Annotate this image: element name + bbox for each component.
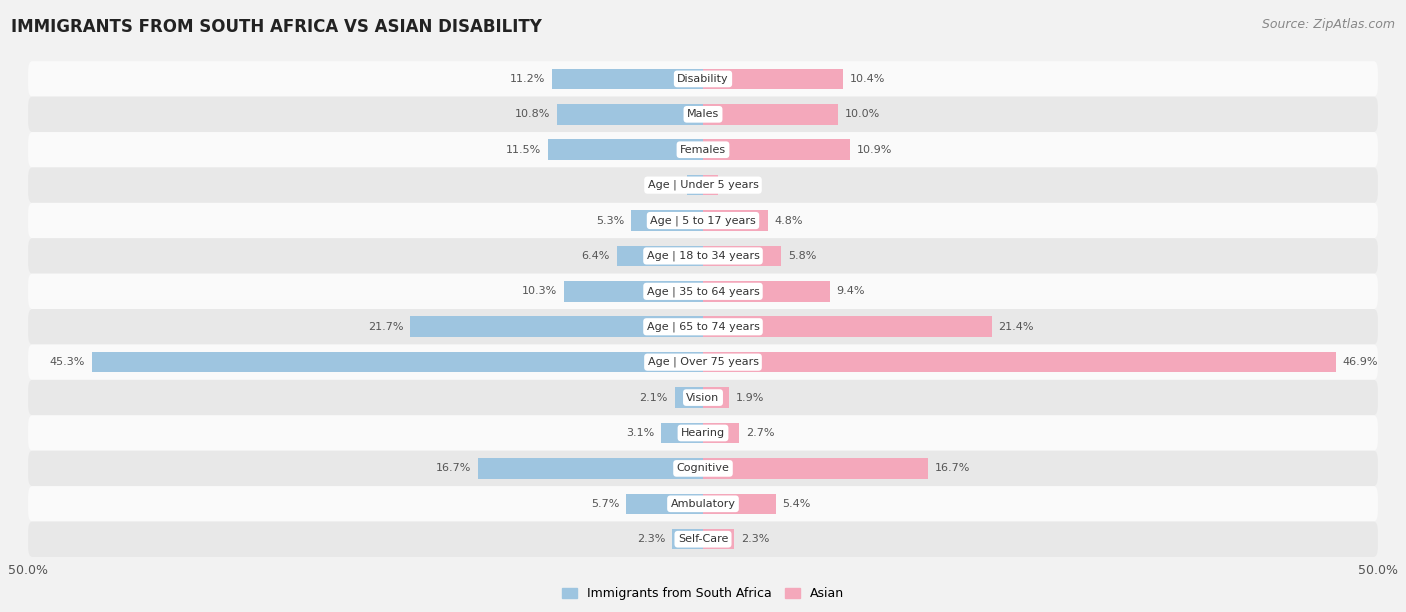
Bar xyxy=(686,175,703,195)
Bar xyxy=(672,529,703,550)
Text: 4.8%: 4.8% xyxy=(775,215,803,226)
Bar xyxy=(617,245,703,266)
Bar xyxy=(703,458,928,479)
FancyBboxPatch shape xyxy=(28,132,1378,168)
Text: 10.9%: 10.9% xyxy=(856,144,893,155)
Bar xyxy=(703,423,740,443)
FancyBboxPatch shape xyxy=(28,168,1378,203)
Text: 5.8%: 5.8% xyxy=(787,251,817,261)
Text: 2.3%: 2.3% xyxy=(637,534,665,544)
Text: Age | 18 to 34 years: Age | 18 to 34 years xyxy=(647,251,759,261)
Bar xyxy=(703,245,782,266)
Text: 11.2%: 11.2% xyxy=(510,74,546,84)
Bar xyxy=(626,493,703,514)
Text: Age | 5 to 17 years: Age | 5 to 17 years xyxy=(650,215,756,226)
Bar xyxy=(675,387,703,408)
FancyBboxPatch shape xyxy=(28,274,1378,309)
Text: 16.7%: 16.7% xyxy=(436,463,471,474)
Text: Self-Care: Self-Care xyxy=(678,534,728,544)
Text: 2.3%: 2.3% xyxy=(741,534,769,544)
Legend: Immigrants from South Africa, Asian: Immigrants from South Africa, Asian xyxy=(557,582,849,605)
FancyBboxPatch shape xyxy=(28,380,1378,416)
Bar xyxy=(548,140,703,160)
Bar xyxy=(703,140,851,160)
Bar xyxy=(703,493,776,514)
Bar xyxy=(478,458,703,479)
FancyBboxPatch shape xyxy=(28,203,1378,238)
Text: 2.1%: 2.1% xyxy=(640,392,668,403)
Text: 10.8%: 10.8% xyxy=(515,110,551,119)
FancyBboxPatch shape xyxy=(28,486,1378,521)
Text: 1.9%: 1.9% xyxy=(735,392,763,403)
Text: 21.4%: 21.4% xyxy=(998,322,1033,332)
Text: Disability: Disability xyxy=(678,74,728,84)
Bar xyxy=(411,316,703,337)
Text: 1.1%: 1.1% xyxy=(724,180,752,190)
Text: Females: Females xyxy=(681,144,725,155)
Text: 10.4%: 10.4% xyxy=(851,74,886,84)
FancyBboxPatch shape xyxy=(28,450,1378,486)
FancyBboxPatch shape xyxy=(28,345,1378,380)
Text: 6.4%: 6.4% xyxy=(582,251,610,261)
Text: Cognitive: Cognitive xyxy=(676,463,730,474)
Text: IMMIGRANTS FROM SOUTH AFRICA VS ASIAN DISABILITY: IMMIGRANTS FROM SOUTH AFRICA VS ASIAN DI… xyxy=(11,18,543,36)
FancyBboxPatch shape xyxy=(28,416,1378,450)
Text: 46.9%: 46.9% xyxy=(1343,357,1378,367)
Bar xyxy=(703,175,718,195)
Text: Age | Over 75 years: Age | Over 75 years xyxy=(648,357,758,367)
Bar xyxy=(703,211,768,231)
FancyBboxPatch shape xyxy=(28,309,1378,345)
Bar xyxy=(703,387,728,408)
Text: Source: ZipAtlas.com: Source: ZipAtlas.com xyxy=(1261,18,1395,31)
Text: 2.7%: 2.7% xyxy=(747,428,775,438)
Text: 21.7%: 21.7% xyxy=(368,322,404,332)
Text: Hearing: Hearing xyxy=(681,428,725,438)
Text: 3.1%: 3.1% xyxy=(626,428,654,438)
Text: 5.4%: 5.4% xyxy=(783,499,811,509)
Text: Age | Under 5 years: Age | Under 5 years xyxy=(648,180,758,190)
Text: 45.3%: 45.3% xyxy=(49,357,84,367)
Bar xyxy=(631,211,703,231)
Bar xyxy=(703,352,1336,373)
Bar xyxy=(661,423,703,443)
Text: Age | 65 to 74 years: Age | 65 to 74 years xyxy=(647,321,759,332)
Text: Ambulatory: Ambulatory xyxy=(671,499,735,509)
Text: 10.3%: 10.3% xyxy=(522,286,557,296)
Bar xyxy=(703,104,838,125)
Text: Vision: Vision xyxy=(686,392,720,403)
Bar xyxy=(703,69,844,89)
Text: Males: Males xyxy=(688,110,718,119)
Bar xyxy=(703,316,991,337)
FancyBboxPatch shape xyxy=(28,97,1378,132)
Text: 10.0%: 10.0% xyxy=(845,110,880,119)
Text: 1.2%: 1.2% xyxy=(651,180,681,190)
Bar xyxy=(703,281,830,302)
Text: 5.7%: 5.7% xyxy=(591,499,619,509)
Text: 16.7%: 16.7% xyxy=(935,463,970,474)
FancyBboxPatch shape xyxy=(28,521,1378,557)
Text: Age | 35 to 64 years: Age | 35 to 64 years xyxy=(647,286,759,297)
Bar xyxy=(703,529,734,550)
FancyBboxPatch shape xyxy=(28,61,1378,97)
Bar xyxy=(564,281,703,302)
FancyBboxPatch shape xyxy=(28,238,1378,274)
Bar xyxy=(557,104,703,125)
Text: 11.5%: 11.5% xyxy=(506,144,541,155)
Text: 9.4%: 9.4% xyxy=(837,286,865,296)
Bar xyxy=(551,69,703,89)
Text: 5.3%: 5.3% xyxy=(596,215,624,226)
Bar xyxy=(91,352,703,373)
